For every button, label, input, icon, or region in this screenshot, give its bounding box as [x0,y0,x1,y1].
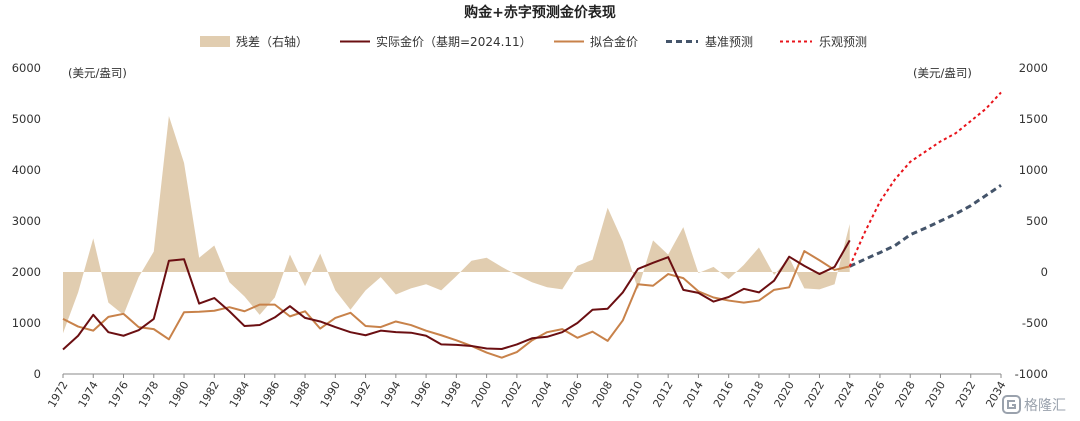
x-tick-label: 1990 [318,379,343,410]
residual-area-layer [63,115,850,334]
series-line-fitted [62,250,850,359]
left-tick-label: 4000 [12,163,41,177]
x-tick-label: 2008 [590,379,615,410]
x-tick-label: 1976 [106,379,131,410]
series-line-optimistic [848,91,1002,267]
left-tick-label: 6000 [12,61,41,75]
x-tick-label: 1972 [45,379,70,410]
right-tick-label: 500 [1026,214,1048,228]
legend: 残差（右轴） 实际金价（基期=2024.11） 拟合金价 基准预测 乐观预测 [200,34,867,49]
right-tick-label: 2000 [1019,61,1048,75]
left-tick-label: 1000 [12,316,41,330]
series-line-baseline [849,184,1002,268]
legend-label-actual: 实际金价（基期=2024.11） [376,34,532,49]
series-line-actual [62,239,851,351]
right-axis-ticks: 2000 1500 1000 500 0 -500 -1000 [1015,61,1048,381]
x-tick-label: 2002 [499,379,524,410]
right-axis-unit: (美元/盎司) [913,66,972,80]
x-tick-label: 2012 [651,379,676,410]
right-tick-label: 0 [1041,265,1048,279]
x-tick-label: 2006 [560,379,585,410]
x-tick-label: 2026 [862,379,887,410]
x-tick-label: 1998 [439,379,464,410]
x-tick-label: 2010 [620,379,645,410]
right-tick-label: -1000 [1015,367,1048,381]
watermark: 格隆汇 [1002,395,1066,414]
right-tick-label: -500 [1022,316,1048,330]
x-tick-label: 2018 [741,379,766,410]
left-axis-unit: (美元/盎司) [68,66,127,80]
lines-layer [62,91,1002,359]
x-tick-label: 1988 [287,379,312,410]
x-axis: 1972 1974 1976 1978 1980 1982 1984 1986 1988 1990… [45,373,1009,410]
left-tick-label: 3000 [12,214,41,228]
x-tick-label: 1978 [136,379,161,410]
chart-title: 购金+赤字预测金价表现 [464,4,616,21]
right-tick-label: 1000 [1019,163,1048,177]
legend-label-baseline: 基准预测 [705,35,753,49]
x-tick-label: 2024 [832,379,857,410]
x-tick-label: 2028 [893,379,918,410]
x-tick-label: 1974 [76,379,101,410]
x-tick-label: 2016 [711,379,736,410]
x-tick-label: 2022 [802,379,827,410]
x-tick-label: 1992 [348,379,373,410]
x-tick-label: 1996 [408,379,433,410]
x-tick-label: 1980 [166,379,191,410]
watermark-text: 格隆汇 [1024,398,1066,414]
left-tick-label: 0 [34,367,41,381]
legend-label-optimistic: 乐观预测 [819,35,867,49]
left-tick-label: 2000 [12,265,41,279]
x-tick-label: 2020 [772,379,797,410]
series-area-residual [63,115,850,334]
x-tick-label: 1984 [227,379,252,410]
legend-label-residual: 残差（右轴） [236,34,308,49]
x-tick-label: 2004 [529,379,554,410]
x-tick-label: 1982 [197,379,222,410]
x-tick-label: 1986 [257,379,282,410]
x-tick-label: 2000 [469,379,494,410]
legend-label-fitted: 拟合金价 [590,34,638,49]
legend-swatch-residual [200,36,230,47]
x-tick-label: 1994 [378,379,403,410]
x-tick-label: 2030 [923,379,948,410]
left-axis-ticks: 6000 5000 4000 3000 2000 1000 0 [12,61,41,381]
x-tick-label: 2014 [681,379,706,410]
x-tick-label: 2034 [983,379,1008,410]
x-tick-label: 2032 [953,379,978,410]
left-tick-label: 5000 [12,112,41,126]
glh-logo-icon [1002,395,1021,414]
right-tick-label: 1500 [1019,112,1048,126]
